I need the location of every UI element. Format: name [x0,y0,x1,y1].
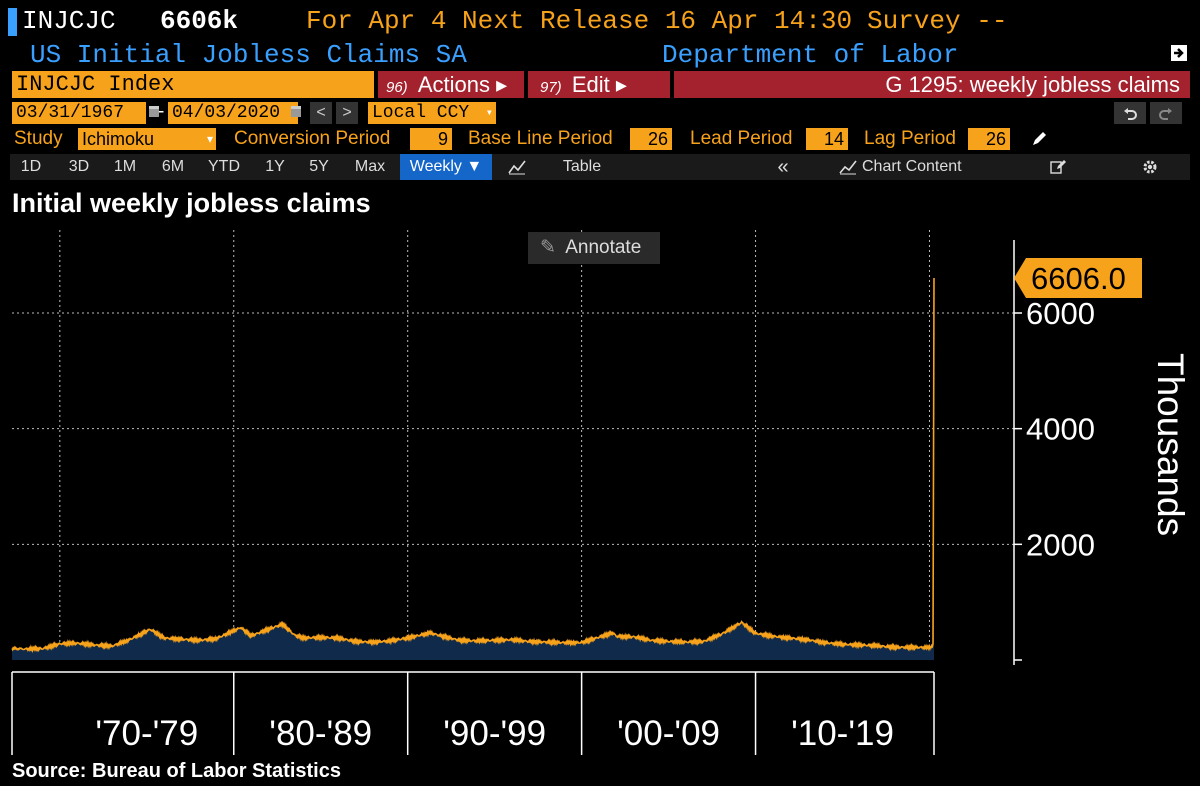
y-tick-label: 4000 [1026,412,1095,447]
pencil-icon: ✎ [540,237,556,258]
y-tick-label: 6000 [1026,296,1095,331]
conversion-period-field[interactable]: 9 [410,128,452,150]
start-date-field[interactable]: 03/31/1967 [12,102,146,124]
header-row: INJCJC 6606k For Apr 4 Next Release 16 A… [0,0,1200,38]
redo-icon[interactable] [1150,102,1182,124]
x-tick-label: '70-'79 [95,714,198,753]
frequency-select[interactable]: Weekly ▼ [400,154,492,180]
edit-label: Edit ▸ [571,72,627,97]
conversion-period-label: Conversion Period [234,128,391,149]
actions-button[interactable]: 96) Actions ▸ [378,71,524,98]
series-line [11,277,935,654]
y-tick-label: 2000 [1026,527,1095,562]
x-tick-label: '80-'89 [269,714,372,753]
x-tick-label: '10-'19 [791,714,894,753]
period-ytd-button[interactable]: YTD [208,158,240,175]
calendar-icon[interactable] [148,104,162,120]
x-tick-label: '90-'99 [443,714,546,753]
ticker-code: INJCJC [22,6,116,36]
calendar-icon[interactable] [290,104,304,120]
x-tick-label: '00-'09 [617,714,720,753]
survey-text: Survey -- [867,6,1008,36]
gear-icon[interactable] [1138,154,1162,180]
period-text: For Apr 4 [306,6,447,36]
edit-icon[interactable] [1046,154,1070,180]
chart-toolbar: 1D 3D 1M 6M YTD 1Y 5Y Max Weekly ▼ Table… [10,154,1190,180]
period-max-button[interactable]: Max [354,158,386,175]
last-value: 6606k [160,6,239,36]
collapse-button[interactable]: « [777,156,789,178]
period-3d-button[interactable]: 3D [68,158,90,175]
chevron-down-icon: ▾ [485,106,493,120]
period-6m-button[interactable]: 6M [161,158,185,175]
pencil-icon[interactable] [1030,128,1050,150]
base-line-period-label: Base Line Period [468,128,613,149]
chart-title: Initial weekly jobless claims [12,188,371,218]
study-select[interactable]: Ichimoku ▾ [78,128,216,150]
prev-range-button[interactable]: < [310,102,332,124]
last-value-label: 6606.0 [1031,261,1126,296]
study-label: Study [14,128,63,149]
series-area [12,278,934,660]
base-line-period-field[interactable]: 26 [630,128,672,150]
period-1m-button[interactable]: 1M [113,158,137,175]
end-date-field[interactable]: 04/03/2020 [168,102,298,124]
lag-period-field[interactable]: 26 [968,128,1010,150]
actions-label: Actions ▸ [417,72,508,97]
source-footnote: Source: Bureau of Labor Statistics [12,760,341,782]
security-field[interactable]: INJCJC Index [12,71,374,98]
line-chart-icon[interactable] [504,154,530,180]
cursor-marker [8,8,17,36]
annotate-button[interactable]: ✎ Annotate [528,232,660,264]
actions-number: 96) [386,79,408,96]
study-value: Ichimoku [82,129,155,149]
x-axis: '70-'79 '80-'89 '90-'99 '00-'09 '10-'19 [11,671,935,755]
currency-select[interactable]: Local CCY ▾ [368,102,496,124]
edit-number: 97) [540,79,562,96]
period-1d-button[interactable]: 1D [20,158,42,175]
annotate-label: Annotate [565,237,642,258]
series-description: US Initial Jobless Claims SA [30,40,467,70]
date-separator: - [158,101,165,122]
period-1y-button[interactable]: 1Y [265,158,285,175]
chart-content-icon [836,154,860,180]
chevron-down-icon: ▾ [206,132,213,146]
export-icon[interactable] [1168,42,1190,64]
source-agency: Department of Labor [662,40,959,70]
currency-value: Local CCY [372,103,470,123]
gridlines [12,230,1014,660]
lag-period-label: Lag Period [864,128,956,149]
table-button[interactable]: Table [562,158,602,175]
edit-button[interactable]: 97) Edit ▸ [528,71,670,98]
chart-content-button[interactable]: Chart Content [862,158,962,175]
graph-name[interactable]: G 1295: weekly jobless claims [674,71,1190,98]
period-5y-button[interactable]: 5Y [309,158,329,175]
last-value-tag [1014,257,1142,298]
y-axis-label: Thousands [1150,353,1191,536]
lead-period-label: Lead Period [690,128,793,149]
next-release-text: Next Release 16 Apr 14:30 [462,6,853,36]
lead-period-field[interactable]: 14 [806,128,848,150]
undo-icon[interactable] [1114,102,1146,124]
next-range-button[interactable]: > [336,102,358,124]
